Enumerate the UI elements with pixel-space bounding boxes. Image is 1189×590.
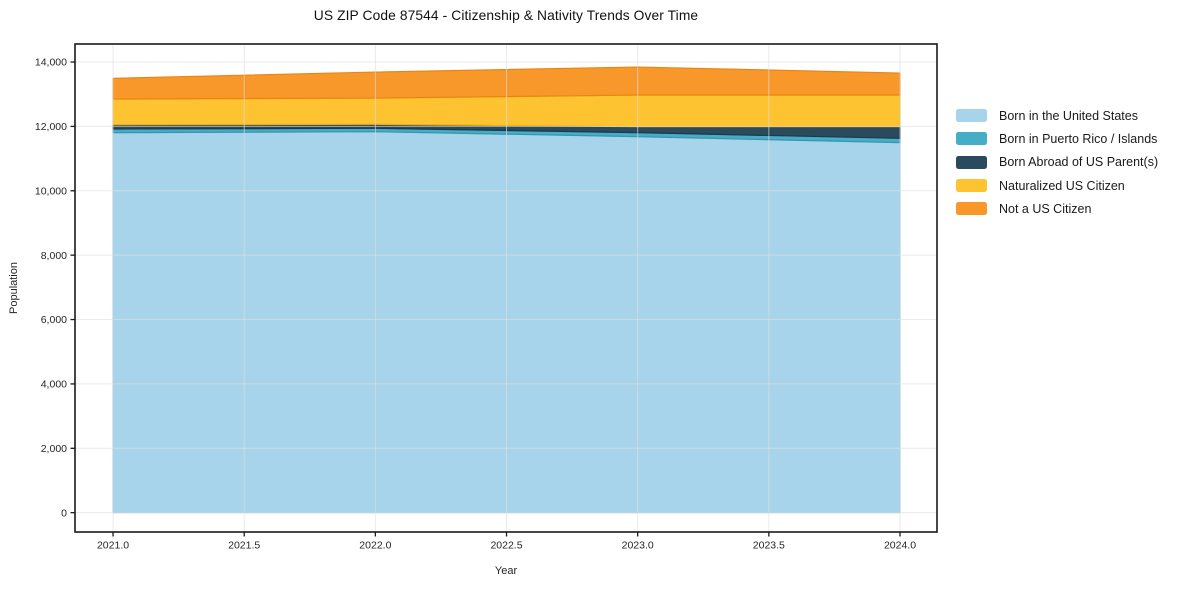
- legend-label: Born in Puerto Rico / Islands: [999, 131, 1158, 146]
- x-tick-label: 2021.5: [228, 540, 260, 552]
- y-tick-label: 8,000: [41, 250, 67, 262]
- legend-item-born-in-puerto-rico-islands: Born in Puerto Rico / Islands: [956, 127, 1158, 150]
- chart-title: US ZIP Code 87544 - Citizenship & Nativi…: [313, 8, 699, 23]
- x-axis-label: Year: [494, 565, 518, 577]
- y-tick-label: 14,000: [35, 57, 67, 69]
- x-tick-label: 2021.0: [97, 540, 129, 552]
- legend-item-born-in-the-united-states: Born in the United States: [956, 104, 1158, 127]
- legend-label: Naturalized US Citizen: [999, 178, 1125, 193]
- x-tick-label: 2023.0: [622, 540, 654, 552]
- legend-swatch-icon: [956, 202, 987, 216]
- y-axis-label: Population: [8, 262, 20, 314]
- legend-label: Born in the United States: [999, 108, 1138, 123]
- y-tick-label: 4,000: [41, 379, 67, 391]
- legend-swatch-icon: [956, 132, 987, 146]
- legend: Born in the United States Born in Puerto …: [956, 104, 1158, 220]
- legend-swatch-icon: [956, 109, 987, 123]
- legend-swatch-icon: [956, 155, 987, 169]
- y-tick-label: 10,000: [35, 185, 67, 197]
- y-tick-label: 2,000: [41, 443, 67, 455]
- legend-swatch-icon: [956, 179, 987, 193]
- x-tick-label: 2024.0: [884, 540, 916, 552]
- legend-label: Born Abroad of US Parent(s): [999, 155, 1159, 170]
- y-tick-label: 0: [61, 507, 67, 519]
- y-tick-label: 12,000: [35, 121, 67, 133]
- legend-label: Not a US Citizen: [999, 201, 1092, 216]
- legend-item-born-abroad-of-us-parent-s: Born Abroad of US Parent(s): [956, 151, 1158, 174]
- legend-item-not-a-us-citizen: Not a US Citizen: [956, 197, 1158, 220]
- x-tick-label: 2022.0: [359, 540, 391, 552]
- x-tick-label: 2022.5: [490, 540, 522, 552]
- legend-item-naturalized-us-citizen: Naturalized US Citizen: [956, 174, 1158, 197]
- y-tick-label: 6,000: [41, 314, 67, 326]
- x-tick-label: 2023.5: [753, 540, 785, 552]
